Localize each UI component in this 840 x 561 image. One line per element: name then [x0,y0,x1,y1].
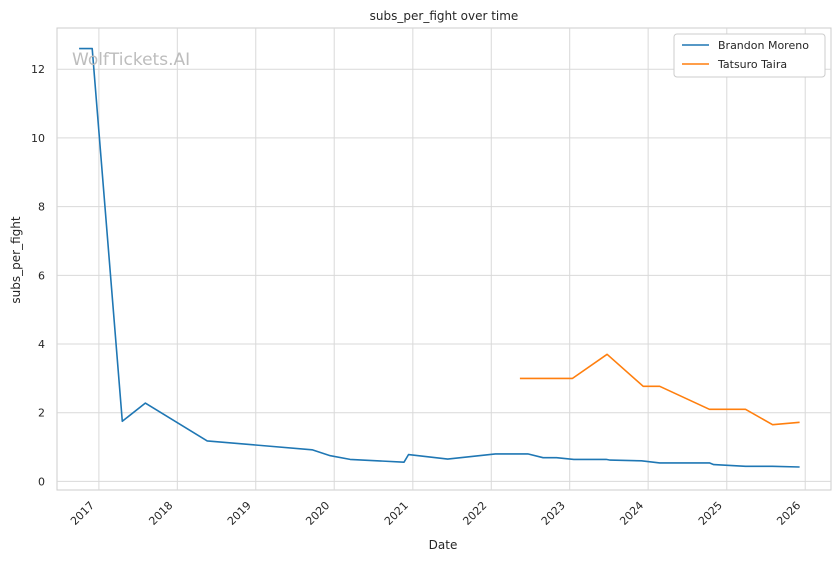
x-tick-label: 2024 [617,499,646,528]
y-tick-label: 8 [38,201,45,214]
legend-label-brandon-moreno: Brandon Moreno [718,39,809,52]
series-line-brandon-moreno [79,47,800,468]
y-tick-label: 4 [38,338,45,351]
x-tick-label: 2021 [382,499,411,528]
legend-label-tatsuro-taira: Tatsuro Taira [717,58,787,71]
y-axis-title: subs_per_fight [9,216,23,303]
series-line-tatsuro-taira [519,353,800,426]
x-tick-label: 2022 [460,499,489,528]
y-tick-label: 10 [31,132,45,145]
chart-title: subs_per_fight over time [370,9,519,23]
y-tick-label: 2 [38,407,45,420]
watermark-text: WolfTickets.AI [72,50,190,70]
x-tick-labels: 2017 2018 2019 2020 2021 2022 2023 2024 2025 2026 [68,499,803,528]
grid-lines [57,28,831,490]
x-tick-label: 2018 [146,499,175,528]
legend: Brandon Moreno Tatsuro Taira [673,33,826,78]
x-tick-label: 2023 [539,499,568,528]
series-layer [79,47,800,468]
x-tick-label: 2019 [225,499,254,528]
legend-box [673,33,826,78]
x-axis-title: Date [429,538,458,552]
y-tick-label: 12 [31,63,45,76]
y-tick-label: 0 [38,475,45,488]
y-tick-label: 6 [38,269,45,282]
x-tick-label: 2026 [774,499,803,528]
x-tick-label: 2020 [303,499,332,528]
x-tick-label: 2017 [68,499,97,528]
y-tick-labels: 0 2 4 6 8 10 12 [31,63,45,488]
x-tick-label: 2025 [696,499,725,528]
